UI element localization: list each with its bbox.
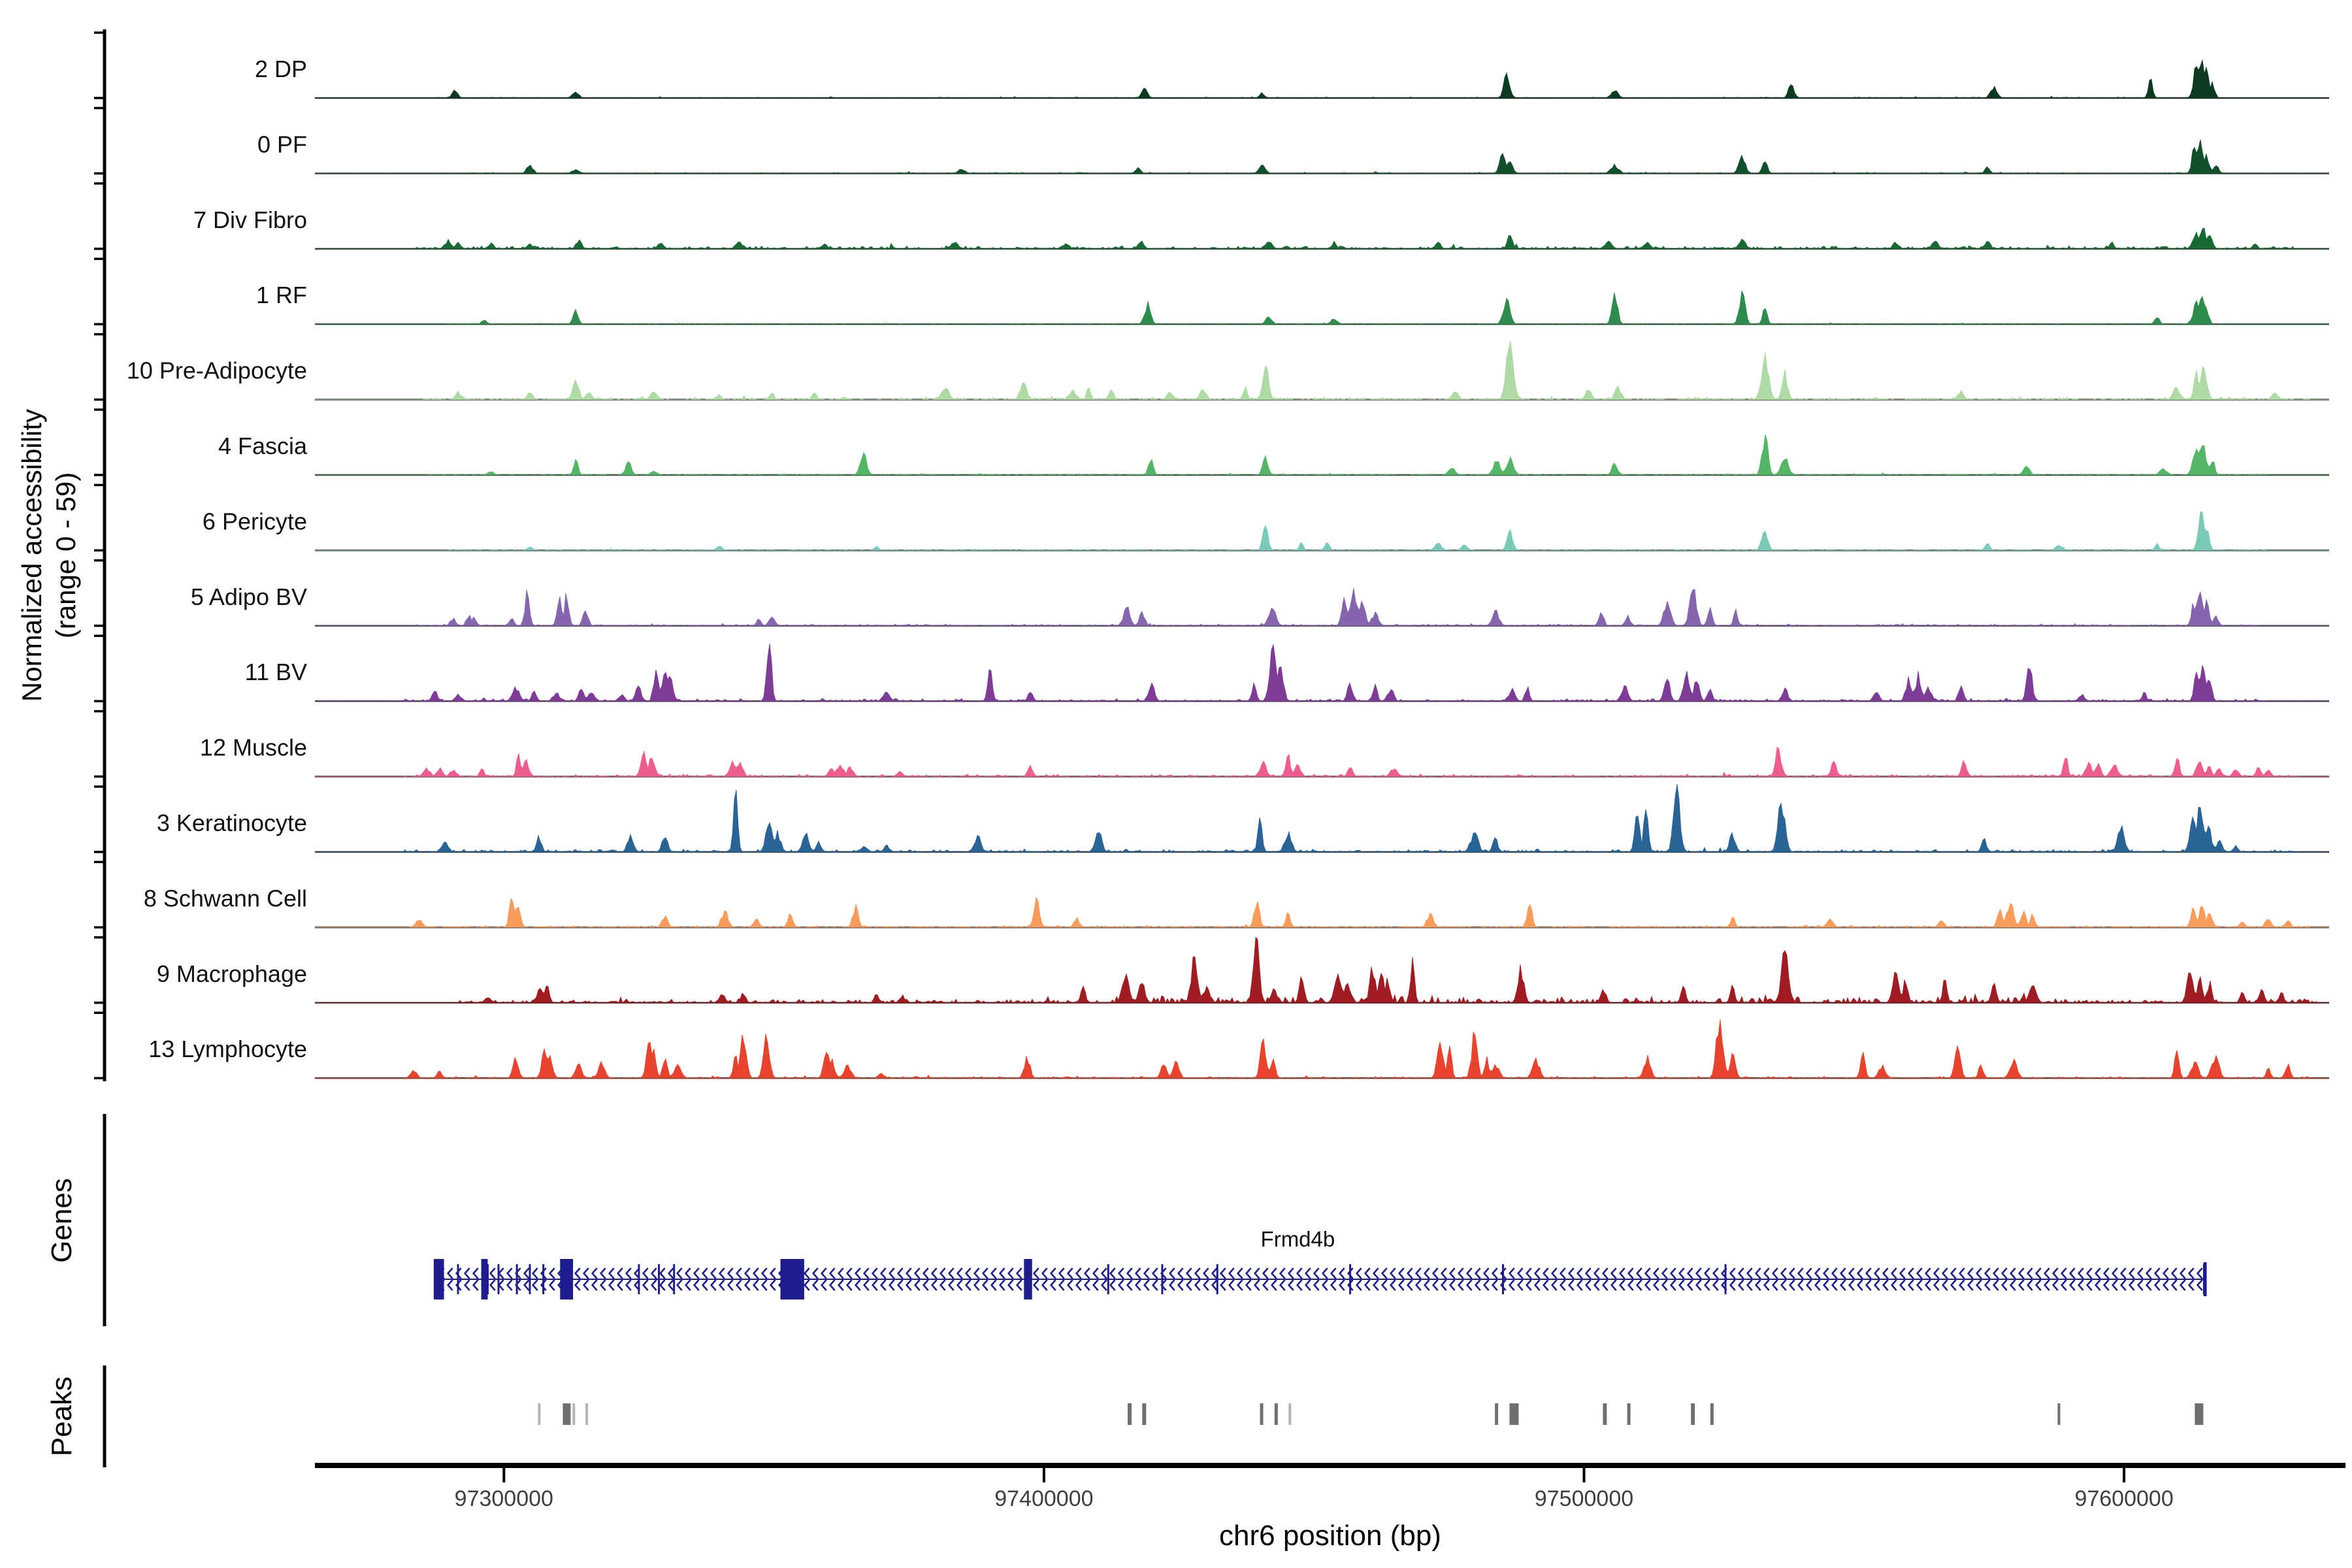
track-label: 0 PF: [257, 131, 307, 157]
track-signal: [315, 588, 2329, 627]
track-row: 1 RF: [94, 257, 2329, 325]
track-signal: [315, 289, 2329, 325]
exon-box: [481, 1259, 488, 1299]
peak-call-bar: [1627, 1403, 1631, 1425]
track-signal: [315, 644, 2329, 702]
exon-box: [433, 1259, 444, 1299]
track-label: 3 Keratinocyte: [157, 809, 307, 836]
x-axis-tick-label: 97300000: [455, 1486, 553, 1511]
track-signal: [315, 783, 2329, 853]
peak-call-bar: [585, 1403, 589, 1425]
track-label: 4 Fascia: [218, 433, 308, 459]
peak-call-bar: [1142, 1403, 1147, 1425]
x-axis-tick-label: 97600000: [2074, 1486, 2173, 1511]
track-signal: [315, 139, 2329, 174]
track-signal: [315, 1019, 2329, 1079]
peak-call-bar: [538, 1403, 541, 1425]
track-label: 13 Lymphocyte: [148, 1036, 307, 1062]
track-signal: [315, 434, 2329, 476]
track-row: 8 Schwann Cell: [94, 860, 2329, 929]
track-row: 7 Div Fibro: [94, 182, 2329, 250]
peak-call-bar: [1274, 1403, 1278, 1425]
track-signal: [315, 59, 2329, 99]
track-signal: [315, 896, 2329, 928]
peak-call-bar: [1495, 1403, 1499, 1425]
exon-box: [1024, 1259, 1032, 1299]
track-label: 1 RF: [256, 282, 307, 308]
track-signal: [315, 227, 2329, 250]
track-label: 9 Macrophage: [157, 960, 307, 987]
track-row: 12 Muscle: [94, 710, 2329, 778]
track-label: 7 Div Fibro: [193, 206, 307, 233]
track-row: 0 PF: [94, 106, 2329, 175]
track-signal: [315, 747, 2329, 777]
track-row: 11 BV: [94, 634, 2329, 702]
peak-call-bar: [1288, 1403, 1292, 1425]
track-label: 11 BV: [245, 659, 307, 685]
track-label: 8 Schwann Cell: [144, 885, 307, 911]
track-row: 13 Lymphocyte: [94, 1011, 2329, 1079]
peaks-section-label: Peaks: [46, 1376, 78, 1457]
track-signal: [315, 340, 2329, 400]
track-signal: [315, 511, 2329, 551]
exon-box: [560, 1259, 574, 1299]
x-axis-tick-label: 97500000: [1535, 1486, 1633, 1511]
track-row: 5 Adipo BV: [94, 559, 2329, 627]
peak-call-bar: [1691, 1403, 1695, 1425]
track-label: 5 Adipo BV: [191, 583, 307, 610]
peak-call-bar: [1710, 1403, 1714, 1425]
track-row: 6 Pericyte: [94, 483, 2329, 552]
x-axis-tick-label: 97400000: [994, 1486, 1093, 1511]
track-row: 3 Keratinocyte: [94, 783, 2329, 853]
peak-call-bar: [1128, 1403, 1132, 1425]
peak-call-bar: [1603, 1403, 1607, 1425]
peak-call-bar: [2195, 1403, 2204, 1425]
exon-box: [780, 1259, 804, 1299]
gene-name-label: Frmd4b: [1261, 1227, 1335, 1251]
track-row: 4 Fascia: [94, 408, 2329, 476]
y-axis-label-line1: Normalized accessibility: [16, 408, 47, 702]
track-row: 9 Macrophage: [94, 936, 2329, 1004]
gene-model: Frmd4b: [433, 1227, 2207, 1299]
x-axis-title: chr6 position (bp): [1219, 1520, 1441, 1552]
track-row: 10 Pre-Adipocyte: [94, 333, 2329, 401]
track-row: 2 DP: [94, 31, 2329, 99]
y-axis-label-line2: (range 0 - 59): [50, 472, 81, 639]
peak-call-bar: [1509, 1403, 1519, 1425]
peak-call-bar: [2057, 1403, 2061, 1425]
track-signal: [315, 936, 2329, 1004]
genes-section-label: Genes: [46, 1178, 78, 1263]
peak-call-bar: [563, 1403, 571, 1425]
track-label: 12 Muscle: [200, 734, 307, 761]
peak-call-bar: [1260, 1403, 1264, 1425]
track-label: 6 Pericyte: [203, 508, 307, 534]
track-label: 2 DP: [255, 56, 307, 82]
y-axis-label: Normalized accessibility (range 0 - 59): [15, 26, 87, 1085]
peak-call-bar: [572, 1403, 576, 1425]
track-label: 10 Pre-Adipocyte: [127, 357, 307, 384]
